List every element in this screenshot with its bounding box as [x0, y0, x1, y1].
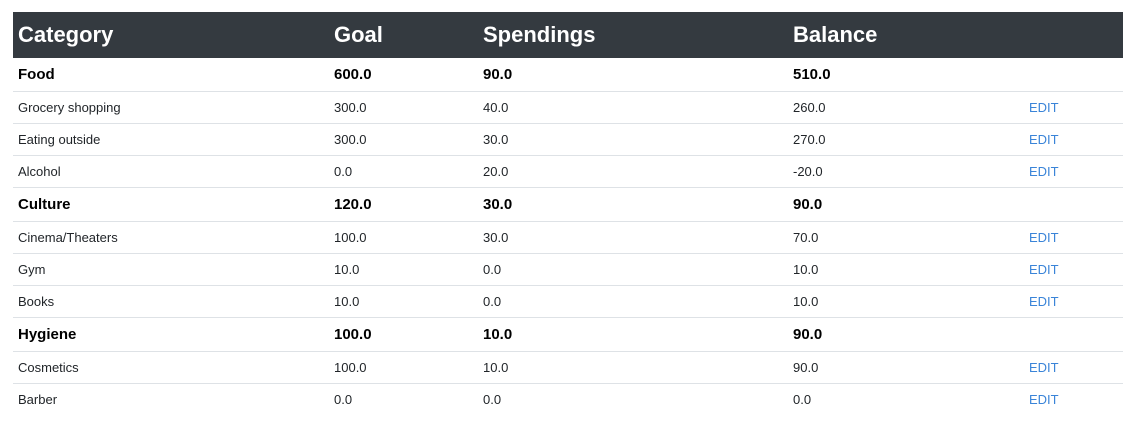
item-name: Barber [18, 392, 58, 407]
edit-link[interactable]: EDIT [1029, 164, 1059, 179]
item-goal: 10.0 [329, 253, 478, 286]
item-actions: EDIT [1024, 91, 1123, 124]
edit-link[interactable]: EDIT [1029, 360, 1059, 375]
item-balance: -20.0 [788, 155, 1024, 188]
item-goal: 0.0 [329, 155, 478, 188]
category-goal: 100.0 [329, 317, 478, 352]
edit-link[interactable]: EDIT [1029, 392, 1059, 407]
table-body: Food 600.0 90.0 510.0 Grocery shopping 3… [13, 58, 1123, 415]
category-balance: 510.0 [788, 58, 1024, 92]
table-row: Alcohol 0.0 20.0 -20.0 EDIT [13, 155, 1123, 188]
item-balance: 10.0 [788, 253, 1024, 286]
budget-table: Category Goal Spendings Balance Food 600… [13, 12, 1123, 415]
table-row: Grocery shopping 300.0 40.0 260.0 EDIT [13, 91, 1123, 124]
category-row-food: Food 600.0 90.0 510.0 [13, 58, 1123, 92]
item-name: Books [13, 285, 329, 318]
item-name: Cosmetics [13, 351, 329, 384]
item-balance: 270.0 [788, 123, 1024, 156]
item-actions: EDIT [1024, 155, 1123, 188]
item-goal: 100.0 [329, 221, 478, 254]
item-balance: 70.0 [788, 221, 1024, 254]
header-row: Category Goal Spendings Balance [13, 12, 1123, 58]
category-row-culture: Culture 120.0 30.0 90.0 [13, 187, 1123, 222]
item-goal: 100.0 [329, 351, 478, 384]
category-balance: 90.0 [788, 187, 1024, 222]
header-spendings: Spendings [478, 12, 788, 58]
item-name: Grocery shopping [13, 91, 329, 124]
edit-link[interactable]: EDIT [1029, 132, 1059, 147]
item-goal: 300.0 [329, 123, 478, 156]
header-actions [1024, 12, 1123, 58]
table-row: Eating outside 300.0 30.0 270.0 EDIT [13, 123, 1123, 156]
header-balance: Balance [788, 12, 1024, 58]
item-spendings: 0.0 [483, 392, 502, 407]
category-goal: 600.0 [329, 58, 478, 92]
item-name: Gym [13, 253, 329, 286]
category-balance: 90.0 [788, 317, 1024, 352]
item-balance: 90.0 [788, 351, 1024, 384]
table-header: Category Goal Spendings Balance [13, 12, 1123, 58]
category-name: Culture [13, 187, 329, 222]
item-actions: EDIT [1024, 221, 1123, 254]
edit-link[interactable]: EDIT [1029, 262, 1059, 277]
category-row-hygiene: Hygiene 100.0 10.0 90.0 [13, 317, 1123, 352]
edit-link[interactable]: EDIT [1029, 100, 1059, 115]
category-spendings: 10.0 [478, 317, 788, 352]
item-goal: 10.0 [329, 285, 478, 318]
table-row: Gym 10.0 0.0 10.0 EDIT [13, 253, 1123, 286]
item-actions: EDIT [1024, 384, 1123, 416]
edit-link[interactable]: EDIT [1029, 294, 1059, 309]
category-actions [1024, 187, 1123, 222]
table-row: Barber 0.0 0.0 0.0 EDIT [13, 384, 1123, 416]
category-name: Hygiene [13, 317, 329, 352]
item-goal: 300.0 [329, 91, 478, 124]
item-balance: 260.0 [788, 91, 1024, 124]
item-balance: 0.0 [793, 392, 812, 407]
category-goal: 120.0 [329, 187, 478, 222]
item-spendings: 30.0 [478, 123, 788, 156]
budget-table-container: Category Goal Spendings Balance Food 600… [13, 12, 1123, 415]
item-name: Cinema/Theaters [13, 221, 329, 254]
table-row: Cinema/Theaters 100.0 30.0 70.0 EDIT [13, 221, 1123, 254]
item-spendings: 0.0 [478, 253, 788, 286]
category-actions [1024, 58, 1123, 92]
item-spendings: 40.0 [478, 91, 788, 124]
item-name: Eating outside [13, 123, 329, 156]
category-spendings: 90.0 [478, 58, 788, 92]
item-actions: EDIT [1024, 123, 1123, 156]
category-name: Food [13, 58, 329, 92]
item-goal: 0.0 [334, 392, 353, 407]
item-actions: EDIT [1024, 253, 1123, 286]
category-spendings: 30.0 [478, 187, 788, 222]
header-category: Category [13, 12, 329, 58]
item-spendings: 0.0 [478, 285, 788, 318]
edit-link[interactable]: EDIT [1029, 230, 1059, 245]
table-row: Cosmetics 100.0 10.0 90.0 EDIT [13, 351, 1123, 384]
item-name: Alcohol [13, 155, 329, 188]
item-actions: EDIT [1024, 351, 1123, 384]
item-balance: 10.0 [788, 285, 1024, 318]
item-spendings: 10.0 [478, 351, 788, 384]
header-goal: Goal [329, 12, 478, 58]
item-actions: EDIT [1024, 285, 1123, 318]
item-spendings: 30.0 [478, 221, 788, 254]
table-row: Books 10.0 0.0 10.0 EDIT [13, 285, 1123, 318]
item-spendings: 20.0 [478, 155, 788, 188]
category-actions [1024, 317, 1123, 352]
